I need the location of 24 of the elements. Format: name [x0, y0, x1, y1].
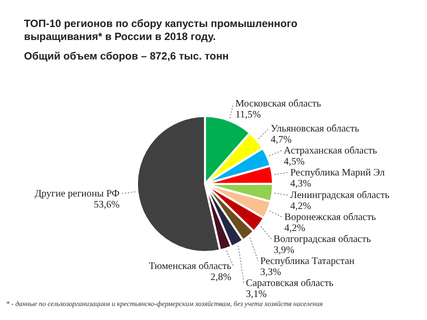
data-label: 2,8% [210, 272, 232, 283]
slice-label: Республика Марий Эл [290, 168, 385, 178]
chart-title: ТОП-10 регионов по сбору капусты промышленного выращивания* в России в 2018 году. [24, 18, 298, 43]
slice-label: Республика Татарстан [260, 256, 356, 268]
slice-label: Астраханская область [284, 146, 378, 156]
data-label: 11,5% [235, 110, 261, 121]
slice-label: Другие регионы РФ [34, 188, 120, 200]
chart-subtitle: Общий объем сборов – 872,6 тыс. тонн [24, 50, 229, 62]
slice-label: Ленинградская область [290, 190, 390, 202]
slice-label: Воронежская область [284, 212, 376, 224]
data-label: 3,9% [274, 245, 294, 256]
data-label: 4,2% [290, 201, 312, 212]
data-label: 3,1% [246, 289, 267, 300]
slice-label: Волгоградская область [274, 234, 372, 246]
data-label: 4,7% [270, 134, 292, 146]
data-label: 4,2% [284, 223, 306, 234]
slice-label: Московская область [235, 98, 322, 110]
data-label: 53,6% [94, 200, 120, 211]
data-label: 3,3% [260, 267, 282, 278]
data-label: 4,3% [290, 178, 312, 190]
slice-label: Саратовская область [246, 278, 334, 290]
slice-label: Тюменская область [148, 260, 232, 272]
slice-label: Ульяновская область [270, 124, 360, 134]
data-label: 4,5% [284, 156, 305, 168]
